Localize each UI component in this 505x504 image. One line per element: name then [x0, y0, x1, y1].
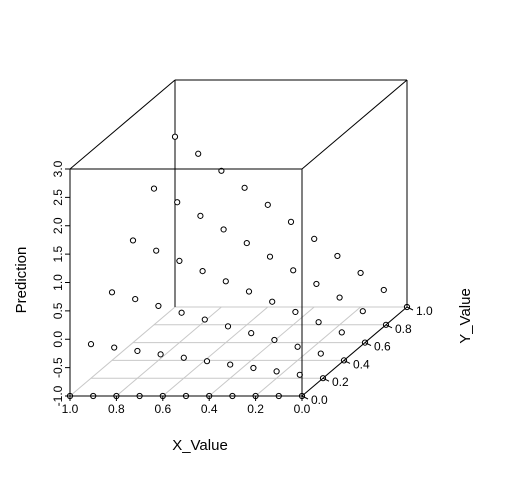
- y-tick-label: 0.2: [332, 375, 349, 389]
- data-point: [153, 247, 160, 254]
- data-point: [150, 185, 158, 192]
- data-point: [357, 269, 364, 277]
- data-point: [201, 316, 208, 323]
- z-tick-label: 2.0: [51, 217, 65, 234]
- data-point: [269, 298, 276, 305]
- data-point: [224, 323, 232, 330]
- data-point: [157, 351, 164, 358]
- data-point: [220, 226, 227, 233]
- y-tick-label: 0.6: [374, 340, 391, 354]
- x-tick-label: 0.6: [154, 402, 171, 416]
- data-point: [132, 296, 139, 303]
- data-point: [87, 341, 95, 348]
- floor-grid-line-x: [208, 306, 315, 397]
- y-tick-mark: [301, 395, 309, 400]
- y-tick-label: 0.0: [311, 393, 328, 407]
- data-point: [111, 344, 118, 351]
- x-tick-label: 1.0: [62, 402, 79, 416]
- y-axis: 0.0 0.2 0.4 0.6 0.8 1.0: [301, 304, 433, 407]
- z-tick-label: 1.5: [51, 245, 65, 262]
- floor-grid: [69, 306, 408, 397]
- data-point: [176, 257, 183, 264]
- z-tick-label: -0.5: [51, 357, 65, 378]
- x-tick-label: 0.2: [247, 402, 264, 416]
- floor-grid-line-x: [69, 306, 176, 397]
- data-point: [311, 235, 318, 242]
- data-point: [195, 150, 202, 157]
- data-point: [287, 218, 295, 225]
- z-tick-label: 0.0: [51, 331, 65, 348]
- floor-grid-line-x: [162, 306, 269, 397]
- x-tick-label: 0.4: [201, 402, 218, 416]
- data-point: [241, 184, 248, 191]
- x-tick-label: 0.8: [108, 402, 125, 416]
- y-tick-mark: [364, 342, 372, 347]
- data-point: [129, 237, 137, 244]
- data-point: [203, 358, 211, 365]
- data-point: [250, 364, 257, 372]
- data-point: [134, 347, 141, 355]
- y-tick-label: 0.8: [395, 322, 412, 336]
- data-point: [245, 288, 253, 295]
- data-point: [380, 286, 387, 294]
- data-point: [155, 302, 162, 310]
- z-axis: -1.0 -0.5 0.0 0.5 1.0 1.5 2.0 2.5 3.0: [51, 160, 70, 406]
- data-point: [313, 280, 320, 288]
- data-point: [264, 201, 271, 208]
- y-tick-mark: [406, 306, 414, 311]
- data-point: [336, 294, 343, 301]
- data-point: [248, 330, 255, 337]
- data-point: [338, 329, 345, 336]
- data-point: [266, 253, 274, 260]
- data-point: [294, 343, 301, 350]
- data-point: [292, 308, 299, 316]
- data-point: [180, 354, 187, 361]
- data-point: [197, 212, 204, 219]
- data-point: [315, 319, 322, 326]
- data-point: [271, 336, 278, 344]
- data-point: [359, 308, 366, 315]
- data-point: [222, 278, 229, 285]
- data-point: [199, 267, 206, 275]
- box-back-edges: [69, 79, 408, 307]
- box-front-edges: [69, 80, 408, 397]
- data-point: [243, 239, 250, 247]
- x-axis-label: X_Value: [172, 437, 228, 454]
- data-point: [273, 368, 280, 375]
- box-edge: [301, 306, 408, 397]
- y-tick-label: 0.4: [353, 357, 370, 371]
- data-point: [171, 133, 179, 140]
- y-tick-mark: [343, 359, 351, 364]
- box-edge: [301, 79, 408, 170]
- z-tick-label: 0.5: [51, 302, 65, 319]
- y-tick-mark: [322, 377, 330, 382]
- data-point: [178, 309, 185, 316]
- data-point: [174, 199, 181, 206]
- z-tick-label: 2.5: [51, 189, 65, 206]
- data-point: [290, 267, 297, 274]
- floor-grid-line-x: [255, 306, 361, 397]
- y-axis-label: Y_Value: [457, 288, 474, 344]
- z-tick-label: 1.0: [51, 274, 65, 291]
- data-point: [317, 350, 324, 357]
- data-point: [334, 252, 341, 260]
- data-point: [108, 289, 116, 296]
- z-tick-label: 3.0: [51, 160, 65, 177]
- box-edge: [69, 79, 176, 170]
- z-tick-label: -1.0: [51, 385, 65, 406]
- y-tick-mark: [385, 324, 393, 329]
- z-axis-label: Prediction: [13, 247, 30, 314]
- x-axis: 1.0 0.8 0.6 0.4 0.2 0.0: [62, 396, 311, 416]
- y-tick-label: 1.0: [416, 304, 433, 318]
- x-tick-label: 0.0: [294, 402, 311, 416]
- data-point: [227, 361, 234, 368]
